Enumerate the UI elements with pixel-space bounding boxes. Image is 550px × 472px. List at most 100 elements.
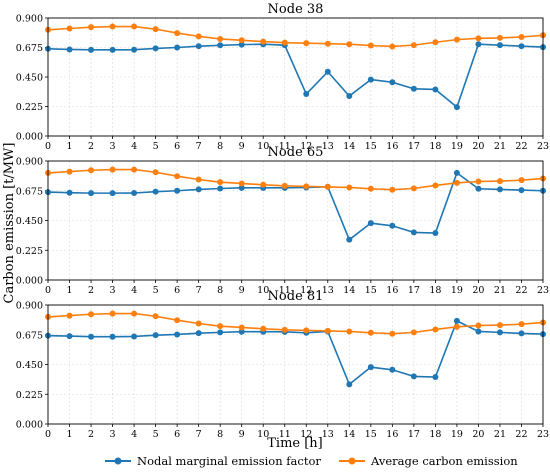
x-tick-label: 23 <box>537 429 549 440</box>
x-tick-label: 8 <box>217 141 223 152</box>
legend-entry-nodal: Nodal marginal emission factor <box>105 454 321 468</box>
x-tick-label: 10 <box>257 285 269 296</box>
data-point-nodal <box>324 68 331 75</box>
data-point-average <box>174 173 181 180</box>
panel-title: Node 65 <box>268 145 324 160</box>
plot-frame <box>47 304 544 425</box>
x-tick-label: 22 <box>515 429 527 440</box>
data-point-average <box>410 185 417 192</box>
data-point-average <box>217 35 224 42</box>
x-tick-label: 13 <box>322 141 334 152</box>
data-point-nodal <box>217 329 224 336</box>
data-point-average <box>109 23 116 30</box>
data-point-nodal <box>475 41 482 48</box>
data-point-average <box>453 323 460 330</box>
data-point-nodal <box>195 186 202 193</box>
data-point-average <box>303 40 310 47</box>
legend-label-average: Average carbon emission <box>370 454 518 468</box>
data-point-average <box>518 34 525 41</box>
x-tick-label: 4 <box>131 141 137 152</box>
data-point-average <box>432 39 439 46</box>
y-tick-label: 0.000 <box>16 132 43 143</box>
x-tick-label: 5 <box>153 429 159 440</box>
x-tick-label: 21 <box>494 141 506 152</box>
data-point-average <box>496 34 503 41</box>
data-point-nodal <box>88 333 95 340</box>
data-point-average <box>367 42 374 49</box>
x-tick-label: 2 <box>88 429 94 440</box>
x-tick-label: 18 <box>429 285 441 296</box>
legend-entry-average: Average carbon emission <box>339 454 518 468</box>
legend: Nodal marginal emission factor Average c… <box>105 454 518 468</box>
y-tick-label: 0.900 <box>16 157 43 168</box>
data-point-average <box>303 327 310 334</box>
data-point-nodal <box>195 43 202 50</box>
x-tick-label: 1 <box>66 285 72 296</box>
plot-frame <box>47 160 544 281</box>
data-point-nodal <box>174 187 181 194</box>
data-point-average <box>217 323 224 330</box>
x-tick-label: 23 <box>537 285 549 296</box>
panel-title: Node 81 <box>268 289 324 304</box>
data-point-average <box>152 26 159 33</box>
x-tick-label: 17 <box>408 429 420 440</box>
data-point-nodal <box>88 46 95 53</box>
data-point-nodal <box>346 381 353 388</box>
data-point-average <box>496 178 503 185</box>
x-tick-label: 14 <box>343 141 355 152</box>
data-point-average <box>238 37 245 44</box>
data-point-nodal <box>518 187 525 194</box>
data-point-average <box>195 176 202 183</box>
data-point-nodal <box>346 93 353 100</box>
x-tick-label: 8 <box>217 429 223 440</box>
data-point-average <box>410 329 417 336</box>
x-tick-label: 9 <box>239 141 245 152</box>
data-point-average <box>346 328 353 335</box>
data-point-nodal <box>453 169 460 176</box>
x-tick-label: 6 <box>174 285 180 296</box>
data-point-average <box>195 320 202 327</box>
y-tick-label: 0.675 <box>16 330 43 341</box>
data-point-nodal <box>66 46 73 53</box>
x-tick-label: 3 <box>110 429 116 440</box>
x-tick-label: 15 <box>365 285 377 296</box>
data-point-nodal <box>152 45 159 52</box>
data-point-average <box>389 330 396 337</box>
data-point-average <box>496 322 503 329</box>
x-tick-label: 19 <box>451 285 463 296</box>
x-tick-label: 11 <box>279 429 291 440</box>
data-point-average <box>217 179 224 186</box>
data-point-average <box>475 35 482 42</box>
x-tick-label: 12 <box>300 141 312 152</box>
data-point-nodal <box>131 189 138 196</box>
data-point-nodal <box>152 188 159 195</box>
y-tick-label: 0.225 <box>16 102 43 113</box>
data-point-average <box>66 25 73 32</box>
x-tick-label: 6 <box>174 429 180 440</box>
data-point-average <box>66 312 73 319</box>
data-point-nodal <box>217 42 224 49</box>
series-line-average <box>47 312 544 335</box>
y-tick-label: 0.675 <box>16 43 43 54</box>
data-point-average <box>152 169 159 176</box>
data-point-nodal <box>303 91 310 98</box>
x-tick-label: 5 <box>153 285 159 296</box>
series-line-nodal <box>47 171 544 241</box>
y-tick-label: 0.000 <box>16 276 43 287</box>
data-point-average <box>174 317 181 324</box>
x-tick-label: 11 <box>279 141 291 152</box>
y-tick-label: 0.450 <box>16 360 43 371</box>
data-point-nodal <box>109 190 116 197</box>
x-tick-label: 19 <box>451 141 463 152</box>
x-tick-label: 13 <box>322 429 334 440</box>
x-tick-label: 7 <box>196 141 202 152</box>
data-point-average <box>260 38 267 45</box>
x-tick-label: 16 <box>386 429 398 440</box>
data-point-nodal <box>475 185 482 192</box>
data-point-average <box>238 180 245 187</box>
x-tick-label: 18 <box>429 429 441 440</box>
data-point-nodal <box>453 104 460 111</box>
panel-title: Node 38 <box>268 2 324 17</box>
